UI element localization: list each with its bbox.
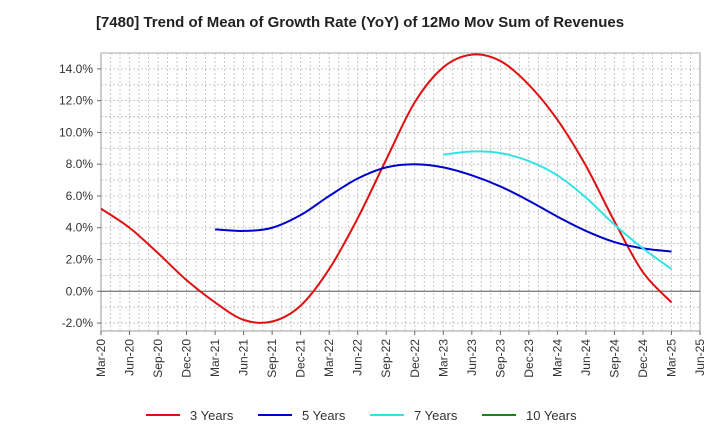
series-line-7-years (443, 150, 673, 270)
x-tick-label: Dec-23 (522, 339, 536, 378)
x-tick-label: Jun-20 (123, 339, 137, 376)
legend-label-10-years: 10 Years (526, 408, 577, 423)
series-line-3-years (100, 53, 673, 324)
x-tick-label: Mar-22 (322, 339, 336, 377)
series-layer (100, 53, 673, 324)
x-tick-label: Dec-20 (180, 339, 194, 378)
x-tick-label: Mar-24 (550, 339, 564, 377)
x-tick-label: Mar-23 (436, 339, 450, 377)
x-tick-label: Sep-24 (607, 339, 621, 378)
y-tick-label: 10.0% (59, 125, 93, 139)
y-tick-label: 14.0% (59, 62, 93, 76)
x-tick-label: Sep-22 (379, 339, 393, 378)
y-tick-label: 2.0% (66, 253, 94, 267)
y-tick-label: 6.0% (66, 189, 94, 203)
x-tick-label: Jun-22 (351, 339, 365, 376)
y-tick-label: 8.0% (66, 157, 94, 171)
y-tick-label: 4.0% (66, 221, 94, 235)
series-line-5-years (215, 163, 672, 253)
x-tick-label: Mar-20 (94, 339, 108, 377)
plot-area (100, 52, 701, 332)
legend-label-5-years: 5 Years (302, 408, 346, 423)
legend: 3 Years 5 Years 7 Years 10 Years (146, 408, 577, 423)
x-tick-label: Dec-22 (408, 339, 422, 378)
x-tick-label: Sep-20 (151, 339, 165, 378)
x-tick-label: Jun-25 (693, 339, 707, 376)
plot-background (100, 52, 701, 332)
x-tick-label: Jun-24 (579, 339, 593, 376)
legend-label-7-years: 7 Years (414, 408, 458, 423)
y-tick-label: -2.0% (62, 316, 94, 330)
x-tick-label: Sep-21 (265, 339, 279, 378)
x-tick-label: Dec-21 (294, 339, 308, 378)
chart-title: [7480] Trend of Mean of Growth Rate (YoY… (95, 14, 625, 31)
x-tick-label: Jun-21 (237, 339, 251, 376)
x-tick-label: Mar-21 (208, 339, 222, 377)
legend-label-3-years: 3 Years (190, 408, 234, 423)
x-tick-label: Sep-23 (493, 339, 507, 378)
x-axis: Mar-20 Jun-20 Sep-20 Dec-20 Mar-21 Jun-21 Sep-… (94, 331, 707, 378)
y-tick-label: 0.0% (66, 284, 94, 298)
y-tick-label: 12.0% (59, 94, 93, 108)
x-tick-label: Mar-25 (664, 339, 678, 377)
x-tick-label: Jun-23 (465, 339, 479, 376)
x-tick-label: Dec-24 (636, 339, 650, 378)
y-axis: -2.0% 0.0% 2.0% 4.0% 6.0% 8.0% 10.0% 12.0% 14.0% (59, 62, 101, 330)
